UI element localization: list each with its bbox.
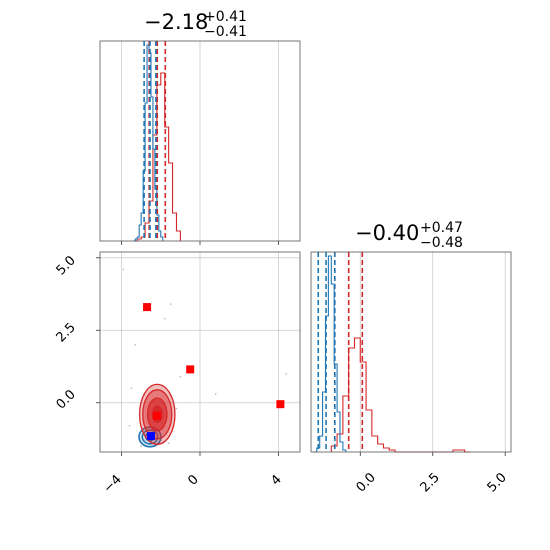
y-tick-label-5: 5.0 — [54, 253, 79, 278]
title-param1-median: −0.40 — [355, 221, 419, 245]
x-tick-label-4: 4 — [268, 472, 284, 488]
title-param1-lower: −0.48 — [420, 235, 463, 251]
scatter-point-8 — [214, 393, 217, 395]
x-tick-labels-param1: 0.0 2.5 5.0 — [354, 470, 510, 495]
scatter-point-10 — [167, 442, 170, 445]
x-tick-label-neg4: −4 — [101, 472, 125, 496]
scatter-point-9 — [140, 445, 143, 448]
scatter-point-5 — [285, 372, 288, 375]
histogram-param1-blue — [313, 255, 347, 453]
scatter-point-0 — [122, 268, 125, 271]
scatter-point-7 — [175, 407, 178, 410]
x-tick-label-0-0: 0.0 — [354, 470, 379, 495]
red-marker-1 — [186, 365, 195, 374]
scatter-point-6 — [130, 387, 133, 390]
blue-contour-1 — [141, 429, 159, 445]
red-marker-2 — [276, 400, 285, 409]
panel-histogram-param1 — [310, 251, 512, 456]
title-param0: −2.18 +0.41 −0.41 — [144, 9, 247, 40]
histogram-param1-red — [330, 337, 471, 453]
y-tick-labels-param1: 5.0 2.5 0.0 — [54, 253, 79, 412]
blue-marker-0 — [146, 432, 155, 441]
panel-histogram-param0 — [99, 40, 301, 245]
y-tick-label-2-5: 2.5 — [54, 320, 79, 345]
title-param0-lower: −0.41 — [204, 24, 247, 40]
histogram-param0-blue — [133, 44, 164, 242]
frame-hist0 — [99, 40, 301, 242]
title-param1: −0.40 +0.47 −0.48 — [355, 220, 463, 251]
x-tick-label-2-5: 2.5 — [418, 470, 443, 495]
scatter-point-3 — [134, 343, 137, 346]
scatter-point-11 — [128, 425, 131, 427]
title-param0-median: −2.18 — [144, 10, 208, 34]
x-tick-labels-param0: −4 0 4 — [101, 472, 285, 496]
red-marker-0 — [143, 303, 152, 312]
y-tick-label-0: 0.0 — [54, 387, 79, 412]
title-param1-upper: +0.47 — [420, 220, 463, 236]
red-marker-3 — [152, 411, 161, 420]
x-tick-label-5-0: 5.0 — [485, 470, 510, 495]
frame-hist1 — [310, 251, 512, 453]
panel-2d-param0-param1 — [96, 251, 301, 456]
scatter-point-4 — [179, 375, 182, 378]
scatter-point-2 — [169, 303, 172, 306]
frame-2d — [99, 251, 301, 453]
x-tick-label-0: 0 — [185, 472, 201, 488]
scatter-point-1 — [163, 317, 166, 320]
title-param0-upper: +0.41 — [204, 9, 247, 25]
